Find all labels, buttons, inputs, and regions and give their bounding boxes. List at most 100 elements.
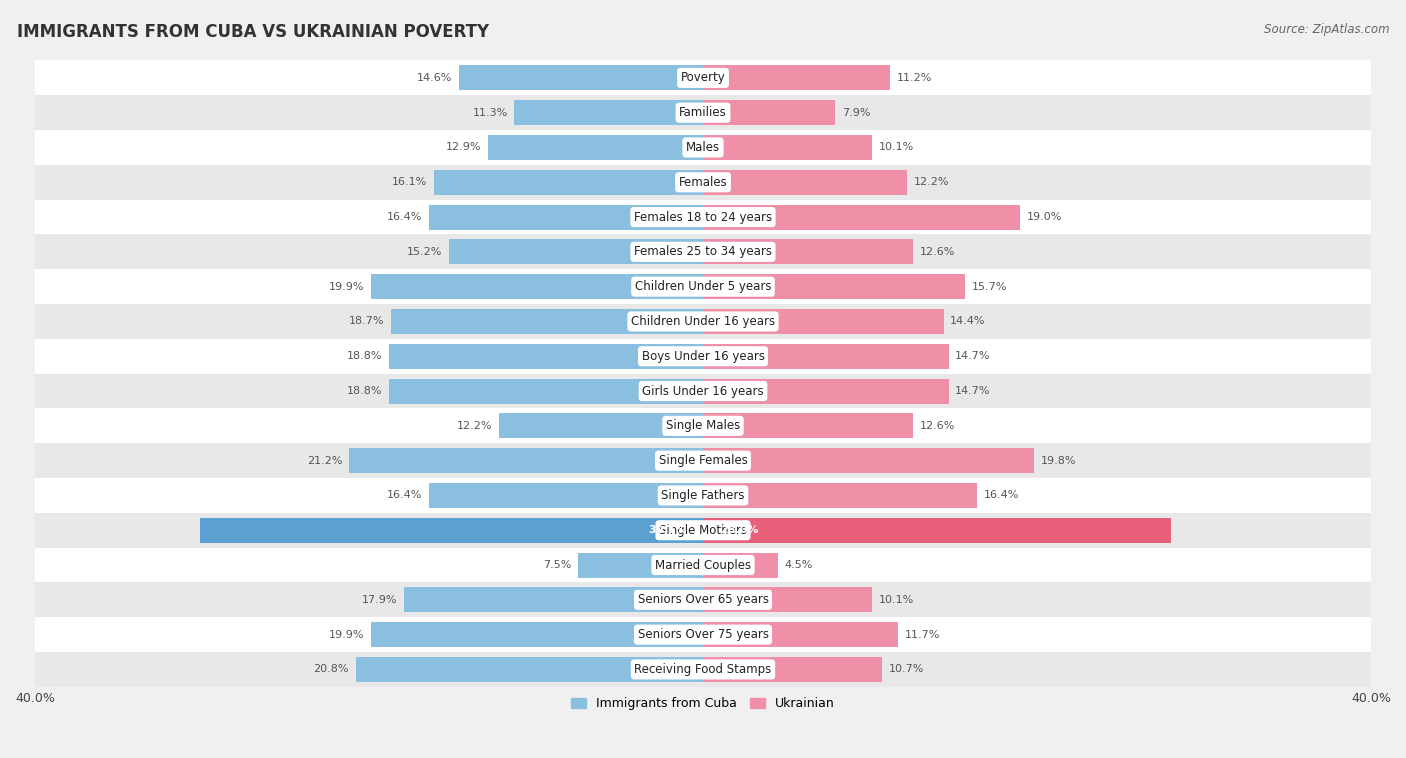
Bar <box>404 587 703 612</box>
Text: 10.7%: 10.7% <box>889 665 924 675</box>
Text: 15.2%: 15.2% <box>408 247 443 257</box>
Bar <box>429 483 703 508</box>
Text: 11.3%: 11.3% <box>472 108 508 117</box>
Text: Married Couples: Married Couples <box>655 559 751 572</box>
Bar <box>703 518 1171 543</box>
Bar <box>434 170 703 195</box>
Bar <box>371 274 703 299</box>
Bar <box>515 100 703 125</box>
Text: 7.5%: 7.5% <box>543 560 571 570</box>
Text: 14.7%: 14.7% <box>955 351 991 362</box>
Text: 19.9%: 19.9% <box>329 630 364 640</box>
Text: 12.2%: 12.2% <box>914 177 949 187</box>
Text: 4.5%: 4.5% <box>785 560 813 570</box>
Bar <box>703 622 898 647</box>
Text: 16.1%: 16.1% <box>392 177 427 187</box>
Bar <box>35 234 1371 269</box>
Text: 28.0%: 28.0% <box>720 525 758 535</box>
Bar <box>349 448 703 473</box>
Bar <box>35 652 1371 687</box>
Bar <box>703 378 949 403</box>
Text: Females 25 to 34 years: Females 25 to 34 years <box>634 246 772 258</box>
Text: 12.6%: 12.6% <box>920 421 956 431</box>
Legend: Immigrants from Cuba, Ukrainian: Immigrants from Cuba, Ukrainian <box>567 692 839 715</box>
Text: 16.4%: 16.4% <box>387 212 422 222</box>
Bar <box>703 657 882 682</box>
Text: 10.1%: 10.1% <box>879 143 914 152</box>
Text: 7.9%: 7.9% <box>842 108 870 117</box>
Bar <box>703 483 977 508</box>
Bar <box>460 65 703 90</box>
Text: 19.8%: 19.8% <box>1040 456 1076 465</box>
Bar <box>703 553 778 578</box>
Bar <box>578 553 703 578</box>
Bar <box>200 518 703 543</box>
Text: Seniors Over 65 years: Seniors Over 65 years <box>637 594 769 606</box>
Text: 15.7%: 15.7% <box>972 282 1007 292</box>
Bar <box>703 135 872 160</box>
Bar <box>389 343 703 369</box>
Text: Families: Families <box>679 106 727 119</box>
Bar <box>35 547 1371 582</box>
Bar <box>35 443 1371 478</box>
Bar <box>35 165 1371 199</box>
Text: Children Under 16 years: Children Under 16 years <box>631 315 775 328</box>
Text: Females 18 to 24 years: Females 18 to 24 years <box>634 211 772 224</box>
Text: Single Females: Single Females <box>658 454 748 467</box>
Bar <box>371 622 703 647</box>
Text: IMMIGRANTS FROM CUBA VS UKRAINIAN POVERTY: IMMIGRANTS FROM CUBA VS UKRAINIAN POVERT… <box>17 23 489 41</box>
Bar <box>429 205 703 230</box>
Bar <box>35 617 1371 652</box>
Text: 14.7%: 14.7% <box>955 386 991 396</box>
Bar <box>35 478 1371 513</box>
Text: 11.7%: 11.7% <box>905 630 941 640</box>
Text: 30.1%: 30.1% <box>648 525 686 535</box>
Text: 20.8%: 20.8% <box>314 665 349 675</box>
Bar <box>703 100 835 125</box>
Bar <box>703 170 907 195</box>
Bar <box>703 65 890 90</box>
Text: 16.4%: 16.4% <box>984 490 1019 500</box>
Text: 18.8%: 18.8% <box>347 351 382 362</box>
Text: 12.9%: 12.9% <box>446 143 481 152</box>
Bar <box>703 448 1033 473</box>
Bar <box>703 309 943 334</box>
Text: 10.1%: 10.1% <box>879 595 914 605</box>
Text: 21.2%: 21.2% <box>307 456 342 465</box>
Bar <box>35 96 1371 130</box>
Text: Receiving Food Stamps: Receiving Food Stamps <box>634 663 772 676</box>
Bar <box>35 61 1371 96</box>
Bar <box>703 240 914 265</box>
Text: 18.8%: 18.8% <box>347 386 382 396</box>
Bar <box>703 343 949 369</box>
Text: Seniors Over 75 years: Seniors Over 75 years <box>637 628 769 641</box>
Text: 11.2%: 11.2% <box>897 73 932 83</box>
Bar <box>488 135 703 160</box>
Bar <box>35 304 1371 339</box>
Text: Girls Under 16 years: Girls Under 16 years <box>643 384 763 397</box>
Bar <box>356 657 703 682</box>
Text: Source: ZipAtlas.com: Source: ZipAtlas.com <box>1264 23 1389 36</box>
Text: Single Fathers: Single Fathers <box>661 489 745 502</box>
Text: 12.6%: 12.6% <box>920 247 956 257</box>
Bar <box>35 582 1371 617</box>
Bar <box>391 309 703 334</box>
Bar <box>703 274 965 299</box>
Text: Males: Males <box>686 141 720 154</box>
Text: 19.0%: 19.0% <box>1026 212 1063 222</box>
Bar <box>35 339 1371 374</box>
Bar <box>35 513 1371 547</box>
Text: 18.7%: 18.7% <box>349 316 384 327</box>
Text: 14.6%: 14.6% <box>418 73 453 83</box>
Bar <box>35 130 1371 165</box>
Bar <box>449 240 703 265</box>
Text: Poverty: Poverty <box>681 71 725 84</box>
Bar <box>499 413 703 438</box>
Text: 16.4%: 16.4% <box>387 490 422 500</box>
Bar <box>389 378 703 403</box>
Bar <box>703 413 914 438</box>
Text: 12.2%: 12.2% <box>457 421 492 431</box>
Text: Boys Under 16 years: Boys Under 16 years <box>641 349 765 363</box>
Text: Single Males: Single Males <box>666 419 740 432</box>
Text: Children Under 5 years: Children Under 5 years <box>634 280 772 293</box>
